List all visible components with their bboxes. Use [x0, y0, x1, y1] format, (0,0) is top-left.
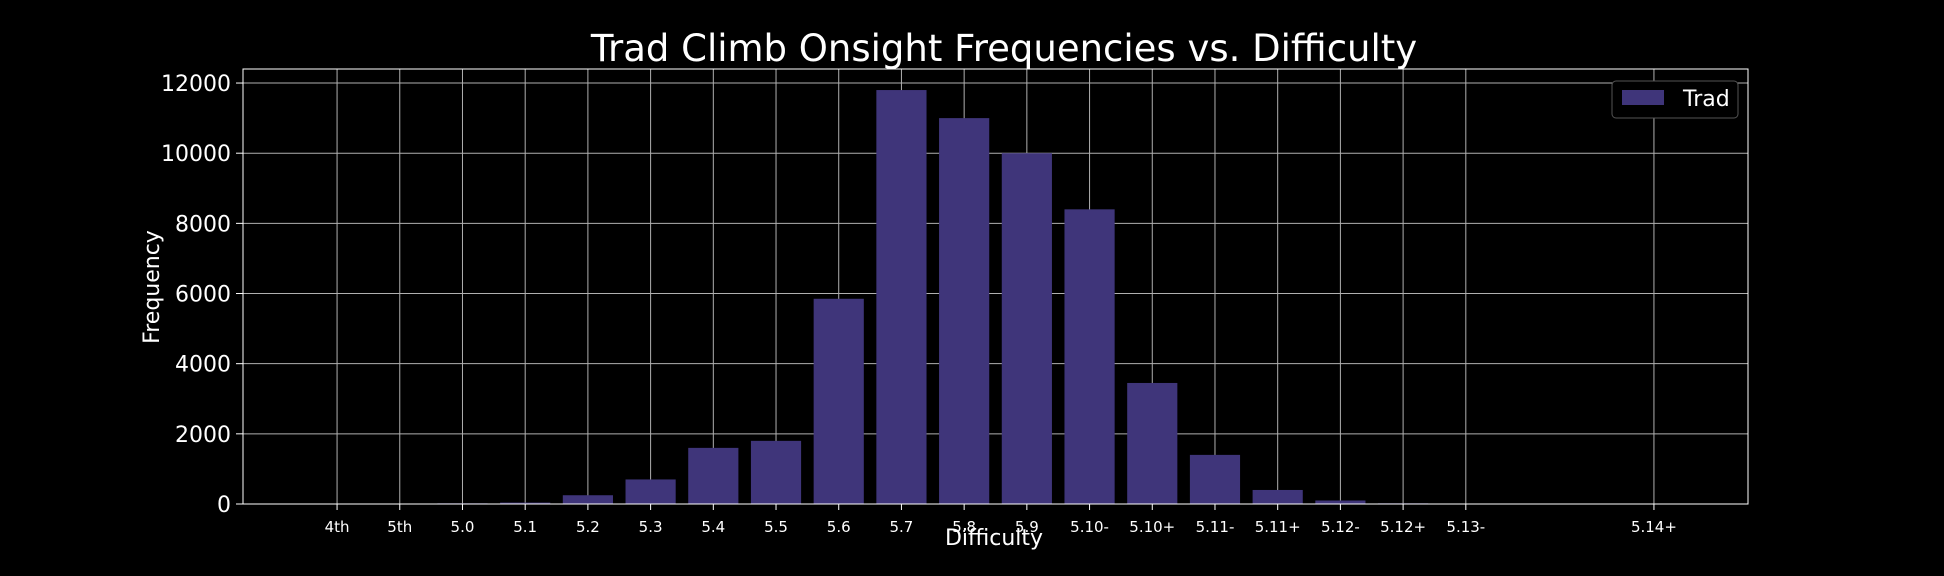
x-tick-label: 5.6 — [827, 518, 851, 536]
x-tick-label: 5.9 — [1015, 518, 1039, 536]
x-tick-label: 5.14+ — [1631, 518, 1677, 536]
y-tick-label: 8000 — [175, 212, 231, 237]
bar — [500, 502, 551, 504]
chart-title: Trad Climb Onsight Frequencies vs. Diffi… — [590, 27, 1417, 70]
y-tick-label: 6000 — [175, 283, 231, 308]
y-tick-label: 12000 — [161, 72, 231, 97]
bar — [562, 495, 613, 504]
y-tick-label: 10000 — [161, 142, 231, 167]
bar — [813, 298, 864, 504]
x-tick-label: 5.7 — [890, 518, 914, 536]
bar — [1252, 489, 1303, 504]
x-tick-label: 5th — [387, 518, 412, 536]
legend-label: Trad — [1682, 87, 1730, 112]
x-ticks: 4th 5th 5.0 5.1 5.2 5.3 5.4 5.5 5.6 5.7 5.8 5.9 5.10… — [325, 504, 1677, 536]
bar — [625, 479, 676, 504]
bar — [1127, 382, 1178, 504]
x-tick-label: 5.2 — [576, 518, 600, 536]
x-tick-label: 5.12- — [1321, 518, 1360, 536]
x-tick-label: 5.13- — [1446, 518, 1485, 536]
x-tick-label: 5.4 — [701, 518, 725, 536]
bars — [311, 90, 1491, 505]
x-tick-label: 5.11+ — [1255, 518, 1301, 536]
y-tick-label: 4000 — [175, 353, 231, 378]
y-tick-label: 2000 — [175, 423, 231, 448]
bar — [750, 440, 802, 504]
legend-swatch — [1622, 90, 1664, 105]
x-tick-label: 5.10+ — [1129, 518, 1175, 536]
y-axis-label: Frequency — [140, 230, 165, 344]
bar — [876, 90, 927, 504]
y-tick-label: 0 — [217, 493, 231, 518]
bar — [1315, 500, 1366, 504]
y-ticks: 0 2000 4000 6000 8000 10000 12000 — [161, 72, 243, 518]
x-tick-label: 5.1 — [513, 518, 537, 536]
bar — [1189, 454, 1241, 504]
bar — [939, 118, 990, 504]
bar — [688, 447, 739, 504]
x-tick-label: 5.10- — [1070, 518, 1109, 536]
legend: Trad — [1611, 80, 1739, 119]
x-tick-label: 5.3 — [639, 518, 663, 536]
x-axis-label: Difficulty — [945, 526, 1043, 551]
x-tick-label: 5.5 — [764, 518, 788, 536]
bar — [1001, 153, 1052, 504]
x-tick-label: 5.12+ — [1380, 518, 1426, 536]
x-tick-label: 5.8 — [952, 518, 976, 536]
bar — [1064, 209, 1115, 505]
x-tick-label: 5.11- — [1196, 518, 1235, 536]
plot-frame — [242, 68, 1749, 505]
x-tick-label: 4th — [325, 518, 350, 536]
x-tick-label: 5.0 — [451, 518, 475, 536]
